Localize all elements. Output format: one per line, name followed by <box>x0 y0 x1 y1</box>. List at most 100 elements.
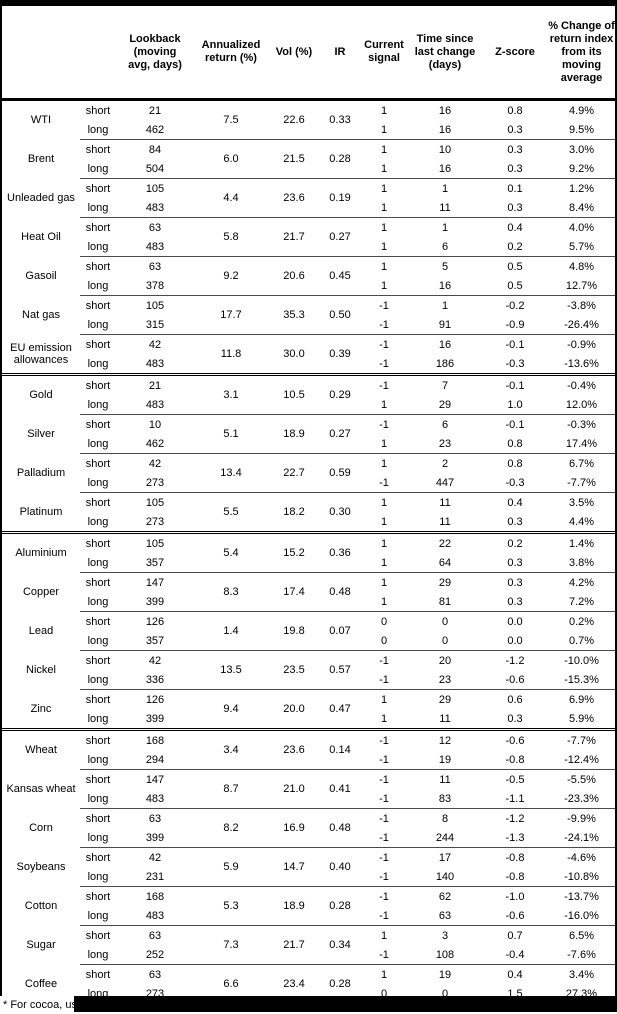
time-since-change-value: 16 <box>408 99 482 120</box>
commodity-name: Nat gas <box>22 309 60 321</box>
pct-change-value: -0.4% <box>548 373 615 395</box>
table-row: long 336 -1 23 -0.6 -15.3% <box>2 670 615 690</box>
time-since-change-value: 6 <box>441 240 449 253</box>
horizon-label: short <box>80 611 116 631</box>
annualized-return-value: 5.9 <box>194 847 268 887</box>
table-row: long 294 -1 19 -0.8 -12.4% <box>2 750 615 770</box>
annualized-return-value: 11.8 <box>194 334 268 375</box>
lookback-value: 42 <box>116 650 194 670</box>
lookback-value: 294 <box>145 753 165 766</box>
current-signal-value: -1 <box>360 728 408 750</box>
lookback-value: 483 <box>145 240 165 253</box>
lookback-value: 63 <box>116 964 194 984</box>
time-since-change-value: 11 <box>439 712 451 725</box>
table-row: Heat Oil short 63 5.8 21.7 0.27 1 1 0.4 4.0% <box>2 217 615 257</box>
horizon-label: long <box>87 792 109 805</box>
pct-change-value: -7.6% <box>567 948 596 961</box>
lookback-value: 147 <box>116 769 194 789</box>
ir-value: 0.27 <box>320 414 360 454</box>
z-score-value: 0.5 <box>507 279 523 292</box>
horizon-label: short <box>80 295 116 315</box>
z-score-value: 0.3 <box>507 123 523 136</box>
z-score-value: -0.9 <box>505 318 525 331</box>
time-since-change-value: 29 <box>408 572 482 592</box>
pct-change-value: -9.9% <box>548 808 615 828</box>
time-since-change-value: 11 <box>408 769 482 789</box>
current-signal-value: -1 <box>379 476 389 489</box>
lookback-value: 357 <box>145 634 165 647</box>
annualized-return-value: 8.7 <box>194 769 268 809</box>
current-signal-value: -1 <box>360 334 408 354</box>
footnote-text: * For cocoa, uses <box>3 999 89 1011</box>
table-row: Nat gas short 105 17.7 35.3 0.50 -1 1 -0.2 -3.8% <box>2 295 615 335</box>
z-score-value: 0.7 <box>482 925 548 945</box>
ir-value: 0.34 <box>320 925 360 965</box>
time-since-change-value: 23 <box>438 437 452 450</box>
current-signal-value: -1 <box>379 357 389 370</box>
current-signal-value: 0 <box>360 611 408 631</box>
current-signal-value: 1 <box>360 531 408 553</box>
vol-value: 18.9 <box>268 414 320 454</box>
ir-value: 0.59 <box>320 453 360 493</box>
pct-change-value: 4.9% <box>548 99 615 120</box>
annualized-return-value: 3.4 <box>194 728 268 770</box>
table-row: Cotton short 168 5.3 18.9 0.28 -1 62 -1.0 -13.7% <box>2 886 615 926</box>
time-since-change-value: 1 <box>408 178 482 198</box>
time-since-change-value: 1 <box>408 217 482 237</box>
commodity-name: Platinum <box>19 505 63 518</box>
vol-value: 22.6 <box>268 99 320 140</box>
lookback-value: 63 <box>116 925 194 945</box>
time-since-change-value: 11 <box>408 492 482 512</box>
current-signal-value: 1 <box>380 515 388 528</box>
table-row: long 483 -1 63 -0.6 -16.0% <box>2 906 615 926</box>
lookback-value: 378 <box>145 279 165 292</box>
momentum-signals-table: Lookback (moving avg, days) Annualized re… <box>2 6 615 1014</box>
table-row: long 483 1 6 0.2 5.7% <box>2 237 615 257</box>
table-row: Coffee short 63 6.6 23.4 0.28 1 19 0.4 3.4% <box>2 964 615 1004</box>
horizon-label: long <box>87 673 109 686</box>
pct-change-value: 9.5% <box>568 123 595 136</box>
lookback-value: 462 <box>145 437 165 450</box>
horizon-label: short <box>80 572 116 592</box>
commodity-name: Wheat <box>2 728 80 770</box>
pct-change-value: -10.8% <box>564 870 599 883</box>
z-score-value: -0.8 <box>505 753 525 766</box>
lookback-value: 21 <box>116 99 194 120</box>
z-score-value: -0.1 <box>482 373 548 395</box>
pct-change-value: 17.4% <box>565 437 598 450</box>
z-score-value: 1.0 <box>507 398 523 411</box>
lookback-value: 168 <box>116 886 194 906</box>
lookback-value: 483 <box>145 792 165 805</box>
current-signal-value: 1 <box>380 556 388 569</box>
current-signal-value: 1 <box>360 925 408 945</box>
pct-change-value: -12.4% <box>564 753 599 766</box>
vol-value: 20.0 <box>268 689 320 730</box>
annualized-return-value: 13.4 <box>194 453 268 493</box>
col-header-horizon <box>80 6 116 101</box>
z-score-value: -0.1 <box>482 414 548 434</box>
pct-change-value: 12.7% <box>565 279 598 292</box>
ir-value: 0.41 <box>320 769 360 809</box>
z-score-value: -0.2 <box>482 295 548 315</box>
table-row: Nickel short 42 13.5 23.5 0.57 -1 20 -1.2 -10.0% <box>2 650 615 690</box>
lookback-value: 315 <box>145 318 165 331</box>
commodity-name: Coffee <box>24 978 58 990</box>
current-signal-value: 1 <box>380 712 388 725</box>
vol-value: 21.7 <box>268 925 320 965</box>
horizon-label: short <box>80 531 116 553</box>
table-row: Gasoil short 63 9.2 20.6 0.45 1 5 0.5 4.8% <box>2 256 615 296</box>
current-signal-value: -1 <box>379 318 389 331</box>
ir-value: 0.28 <box>320 886 360 926</box>
annualized-return-value: 5.4 <box>194 531 268 573</box>
vol-value: 20.6 <box>268 256 320 296</box>
commodity-name: Corn <box>29 822 53 834</box>
vol-value: 10.5 <box>268 373 320 415</box>
horizon-label: long <box>87 948 109 961</box>
table-row: WTI short 21 7.5 22.6 0.33 1 16 0.8 4.9% <box>2 99 615 140</box>
commodity-name: Heat Oil <box>21 231 61 243</box>
top-border-bar <box>0 0 617 6</box>
annualized-return-value: 5.8 <box>194 217 268 257</box>
z-score-value: 0.3 <box>507 712 523 725</box>
ir-value: 0.48 <box>320 808 360 848</box>
vol-value: 21.5 <box>268 139 320 179</box>
